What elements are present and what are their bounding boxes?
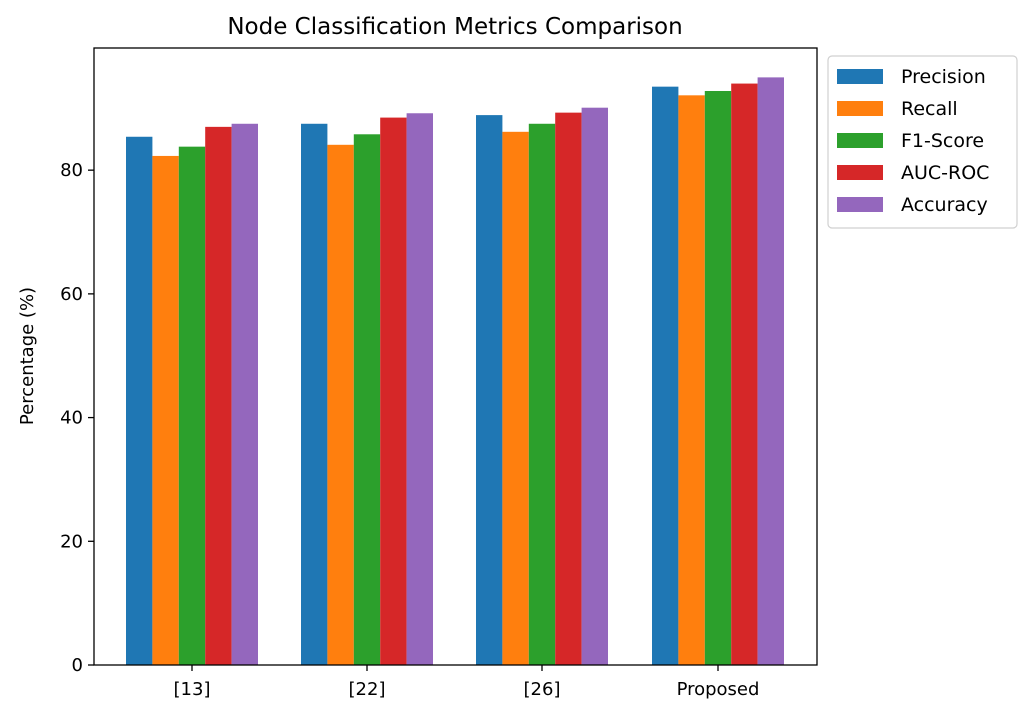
bar-precision-26 — [476, 115, 503, 666]
legend-swatch-precision — [837, 69, 883, 84]
y-tick-label: 40 — [60, 408, 83, 429]
y-tick-label: 20 — [60, 531, 83, 552]
legend-swatch-recall — [837, 101, 883, 116]
bar-accuracy-22 — [406, 113, 433, 665]
bar-precision-proposed — [652, 86, 679, 665]
y-tick-label: 0 — [72, 655, 83, 676]
bar-f1-score-22 — [353, 134, 381, 666]
bar-auc-roc-22 — [380, 117, 407, 666]
x-tick-label: [13] — [174, 679, 211, 700]
bar-precision-13 — [126, 136, 153, 665]
legend-label-accuracy: Accuracy — [901, 194, 988, 216]
y-axis-label: Percentage (%) — [17, 287, 38, 425]
bar-auc-roc-13 — [205, 126, 232, 666]
legend-frame — [827, 55, 1018, 229]
legend-swatch-auc-roc — [837, 165, 883, 180]
bar-recall-13 — [152, 155, 179, 665]
bar-recall-26 — [502, 131, 529, 665]
bar-precision-22 — [301, 123, 328, 665]
y-tick-label: 80 — [60, 160, 83, 181]
bar-recall-22 — [327, 144, 354, 666]
bar-auc-roc-26 — [555, 112, 582, 665]
bar-accuracy-proposed — [757, 77, 784, 665]
legend-label-recall: Recall — [901, 98, 958, 120]
bar-f1-score-13 — [178, 146, 206, 665]
plot-area-frame — [93, 47, 818, 666]
x-tick-label: [26] — [524, 679, 561, 700]
x-tick-label: Proposed — [677, 679, 760, 700]
bar-recall-proposed — [678, 95, 705, 665]
bar-accuracy-13 — [231, 123, 258, 665]
legend-swatch-accuracy — [837, 197, 883, 212]
bar-auc-roc-proposed — [731, 83, 758, 665]
bar-accuracy-26 — [581, 107, 608, 665]
bar-f1-score-26 — [528, 123, 556, 665]
bars-layer — [126, 77, 784, 666]
legend: Precision Recall F1-Score AUC-ROC Accuracy — [827, 55, 1018, 229]
legend-swatch-f1-score — [837, 133, 883, 148]
chart-title: Node Classification Metrics Comparison — [227, 14, 682, 40]
x-tick-label: [22] — [349, 679, 386, 700]
legend-label-f1-score: F1-Score — [901, 130, 984, 152]
ticks-layer: 0 20 40 60 80 [13] [22] [26] Proposed — [60, 160, 759, 700]
bar-f1-score-proposed — [704, 90, 732, 666]
legend-label-auc-roc: AUC-ROC — [901, 162, 989, 184]
y-tick-label: 60 — [60, 284, 83, 305]
legend-label-precision: Precision — [901, 66, 986, 88]
